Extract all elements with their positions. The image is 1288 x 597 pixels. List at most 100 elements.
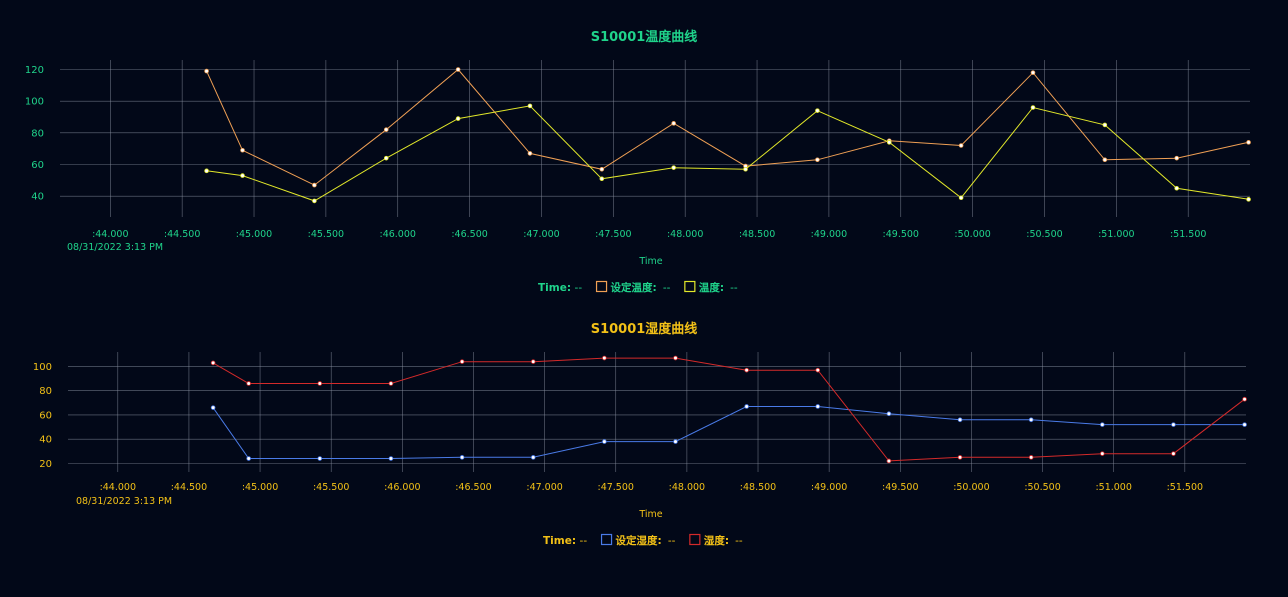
data-point	[599, 166, 605, 172]
x-tick-label: :47.000	[523, 229, 559, 240]
data-point	[673, 439, 678, 444]
x-tick-label: :48.000	[669, 482, 705, 493]
data-point	[1174, 185, 1180, 191]
legend-item-value: --	[663, 282, 671, 294]
data-point	[1028, 455, 1034, 460]
data-point	[246, 456, 251, 461]
legend-time-label: Time:	[538, 282, 571, 294]
data-point	[527, 103, 533, 109]
data-point	[1100, 451, 1105, 456]
legend-item-label: 设定湿度:	[616, 534, 662, 547]
y-tick-label: 60	[39, 410, 52, 421]
legend-time-label: Time:	[543, 535, 576, 547]
x-tick-label: :51.000	[1095, 482, 1131, 493]
data-point	[240, 173, 245, 178]
data-point	[1030, 70, 1036, 75]
x-tick-label: :45.000	[236, 229, 272, 240]
x-tick-label: :47.500	[598, 482, 634, 493]
data-point	[388, 381, 394, 386]
x-tick-label: :44.500	[171, 482, 207, 493]
data-point	[210, 405, 216, 410]
data-point	[1030, 105, 1036, 110]
data-point	[204, 68, 209, 74]
data-point	[815, 367, 821, 373]
data-point	[602, 355, 607, 361]
y-tick-label: 40	[31, 192, 44, 203]
date-label: 08/31/2022 3:13 PM	[76, 496, 172, 507]
legend-swatch	[684, 280, 696, 293]
data-point	[240, 147, 245, 153]
data-point	[886, 411, 892, 417]
data-point	[1242, 422, 1247, 427]
data-point	[383, 127, 389, 132]
y-tick-label: 40	[39, 435, 52, 446]
x-tick-label: :46.500	[451, 229, 487, 240]
data-point	[602, 439, 607, 444]
data-point	[388, 456, 394, 461]
x-tick-label: :47.000	[526, 482, 562, 493]
data-point	[312, 182, 317, 188]
x-tick-label: :46.000	[384, 482, 420, 493]
y-tick-label: 20	[39, 459, 52, 470]
y-tick-label: 80	[31, 128, 44, 139]
data-point	[1246, 140, 1251, 145]
data-point	[317, 381, 323, 386]
legend-swatch	[689, 533, 701, 546]
data-point	[815, 108, 820, 113]
x-tick-label: :49.500	[883, 229, 919, 240]
legend-item-label: 设定温度:	[611, 281, 657, 294]
data-point	[744, 404, 749, 409]
data-point	[1174, 155, 1180, 161]
x-tick-label: :44.500	[164, 229, 200, 240]
data-point	[599, 176, 605, 182]
data-point	[527, 151, 533, 156]
data-point	[958, 143, 964, 148]
legend-swatch	[600, 533, 613, 546]
series-line-0	[212, 406, 1245, 459]
x-tick-label: :44.000	[100, 482, 136, 493]
data-point	[1100, 422, 1105, 427]
data-point	[383, 155, 389, 161]
data-point	[1102, 122, 1108, 128]
data-point	[1246, 197, 1251, 202]
data-point	[886, 140, 892, 145]
legend-time-value: --	[575, 282, 583, 294]
data-point	[958, 195, 964, 201]
data-point	[312, 198, 317, 204]
x-tick-label: :49.500	[882, 482, 918, 493]
chart-title: S10001温度曲线	[591, 29, 698, 45]
x-tick-label: :51.500	[1167, 482, 1203, 493]
series-line-1	[206, 105, 1249, 202]
data-point	[743, 166, 748, 172]
data-point	[744, 367, 749, 373]
x-tick-label: :48.000	[667, 229, 703, 240]
data-point	[1028, 417, 1034, 423]
data-point	[1171, 422, 1176, 427]
x-tick-label: :49.000	[811, 229, 847, 240]
legend-time-value: --	[580, 535, 588, 547]
x-tick-label: :49.000	[811, 482, 847, 493]
y-tick-label: 120	[25, 65, 44, 76]
x-axis-label: Time	[638, 509, 662, 520]
x-tick-label: :45.500	[313, 482, 349, 493]
data-point	[459, 359, 465, 364]
data-point	[1242, 396, 1247, 402]
data-point	[210, 360, 216, 366]
legend-item-value: --	[668, 535, 676, 547]
x-tick-label: :50.000	[954, 229, 990, 240]
x-tick-label: :50.500	[1026, 229, 1062, 240]
data-point	[246, 381, 251, 386]
data-point	[815, 404, 821, 409]
data-point	[317, 456, 323, 461]
x-tick-label: :48.500	[739, 229, 775, 240]
x-axis-label: Time	[638, 256, 662, 267]
y-tick-label: 100	[33, 362, 52, 373]
x-tick-label: :45.000	[242, 482, 278, 493]
data-point	[886, 458, 892, 464]
x-tick-label: :46.500	[455, 482, 491, 493]
x-tick-label: :51.000	[1098, 229, 1134, 240]
x-tick-label: :45.500	[308, 229, 344, 240]
x-tick-label: :48.500	[740, 482, 776, 493]
